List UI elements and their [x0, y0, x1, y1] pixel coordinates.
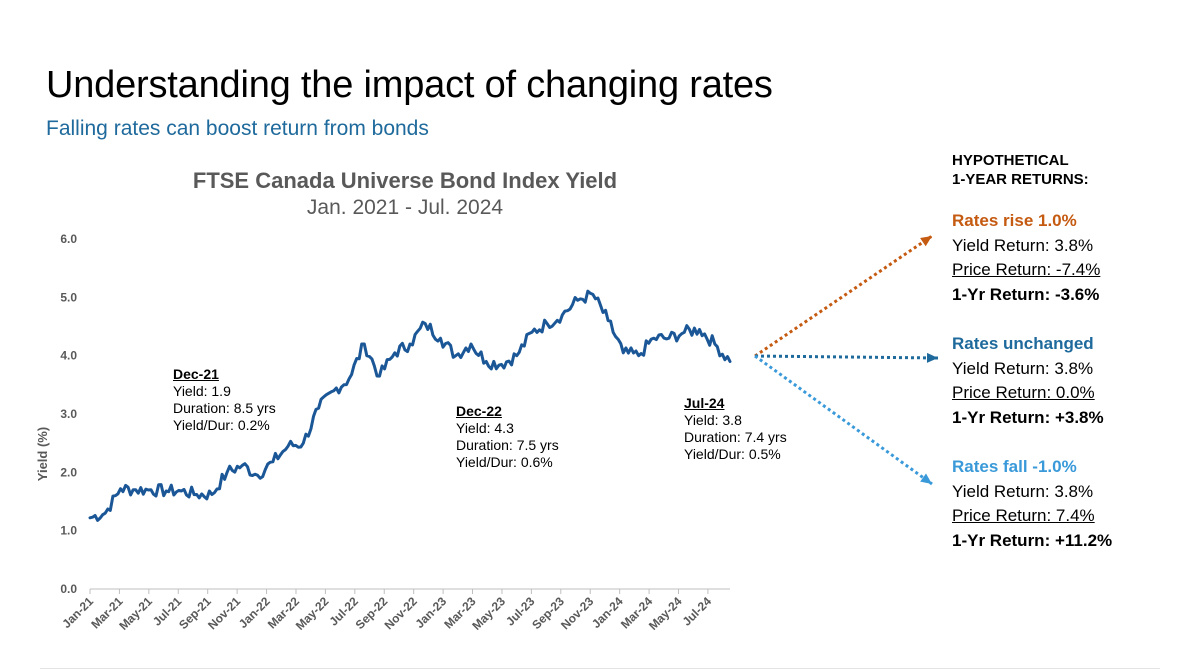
annotation-jul-24: Jul-24 Yield: 3.8 Duration: 7.4 yrs Yiel…: [684, 395, 787, 463]
rates-fall-arrow: [754, 354, 933, 486]
x-tick-label: May-24: [646, 594, 685, 633]
page-title: Understanding the impact of changing rat…: [46, 64, 773, 106]
rates-unchanged-arrow: [754, 354, 939, 360]
annotation-line: Duration: 7.4 yrs: [684, 429, 787, 445]
annotation-line: Yield/Dur: 0.5%: [684, 446, 781, 462]
y-tick-label: 3.0: [60, 407, 77, 421]
y-axis-title: Yield (%): [35, 427, 50, 481]
scenario-rates-unchanged: Rates unchanged Yield Return: 3.8% Price…: [952, 332, 1104, 430]
chart-subtitle: Jan. 2021 - Jul. 2024: [306, 196, 504, 219]
page-subtitle: Falling rates can boost return from bond…: [46, 117, 429, 140]
scenario-heading-line: HYPOTHETICAL: [952, 152, 1069, 169]
annotation-line: Yield: 4.3: [456, 420, 514, 436]
scenario-total-return: 1-Yr Return: +11.2%: [952, 530, 1113, 550]
scenario-price-return: Price Return: 7.4%: [952, 506, 1095, 525]
x-tick-label: May-21: [116, 594, 155, 633]
annotation-line: Yield: 3.8: [684, 412, 742, 428]
scenario-total-return: 1-Yr Return: +3.8%: [952, 407, 1104, 427]
y-tick-label: 1.0: [60, 524, 77, 538]
x-tick-label: Jul-24: [680, 594, 715, 629]
scenario-price-return: Price Return: 0.0%: [952, 383, 1095, 402]
scenario-price-return: Price Return: -7.4%: [952, 260, 1101, 279]
x-tick-label: Nov-22: [382, 594, 420, 632]
annotation-line: Yield: 1.9: [173, 383, 231, 399]
yield-series-line: [88, 289, 732, 522]
annotation-line: Yield/Dur: 0.2%: [173, 417, 270, 433]
scenario-total-return: 1-Yr Return: -3.6%: [952, 284, 1100, 304]
scenario-yield-return: Yield Return: 3.8%: [952, 481, 1094, 501]
scenario-rates-fall: Rates fall -1.0% Yield Return: 3.8% Pric…: [952, 455, 1112, 553]
scenario-yield-return: Yield Return: 3.8%: [952, 358, 1094, 378]
y-tick-label: 5.0: [60, 290, 77, 304]
scenario-rates-rise: Rates rise 1.0% Yield Return: 3.8% Price…: [952, 209, 1100, 307]
rates-rise-arrow: [754, 234, 933, 358]
y-tick-label: 0.0: [60, 582, 77, 596]
annotation-line: Duration: 8.5 yrs: [173, 400, 276, 416]
x-tick-label: May-22: [293, 594, 332, 633]
y-tick-label: 4.0: [60, 349, 77, 363]
rates-fall-arrowhead: [920, 473, 932, 484]
y-tick-label: 2.0: [60, 465, 77, 479]
rates-unchanged-arrowhead: [926, 352, 938, 363]
scenario-name: Rates rise 1.0%: [952, 211, 1077, 230]
annotation-line: Duration: 7.5 yrs: [456, 437, 559, 453]
annotation-dec-22: Dec-22 Yield: 4.3 Duration: 7.5 yrs Yiel…: [456, 403, 559, 471]
footer-divider: [40, 668, 1160, 669]
scenario-heading-line: 1-YEAR RETURNS:: [952, 171, 1089, 188]
scenario-name: Rates fall -1.0%: [952, 457, 1077, 476]
y-tick-label: 6.0: [60, 232, 77, 246]
scenario-yield-return: Yield Return: 3.8%: [952, 235, 1094, 255]
annotation-line: Yield/Dur: 0.6%: [456, 454, 553, 470]
annotation-heading: Dec-22: [456, 403, 502, 419]
x-tick-label: May-23: [469, 594, 508, 633]
annotation-heading: Dec-21: [173, 366, 219, 382]
annotation-heading: Jul-24: [684, 395, 725, 411]
chart-title: FTSE Canada Universe Bond Index Yield: [192, 168, 618, 193]
x-tick-label: Nov-21: [205, 594, 243, 632]
x-tick-label: Nov-23: [558, 594, 596, 632]
scenario-panel-heading: HYPOTHETICAL 1-YEAR RETURNS:: [952, 151, 1089, 189]
annotation-dec-21: Dec-21 Yield: 1.9 Duration: 8.5 yrs Yiel…: [173, 366, 276, 434]
scenario-name: Rates unchanged: [952, 334, 1094, 353]
rates-rise-arrowhead: [920, 236, 932, 247]
